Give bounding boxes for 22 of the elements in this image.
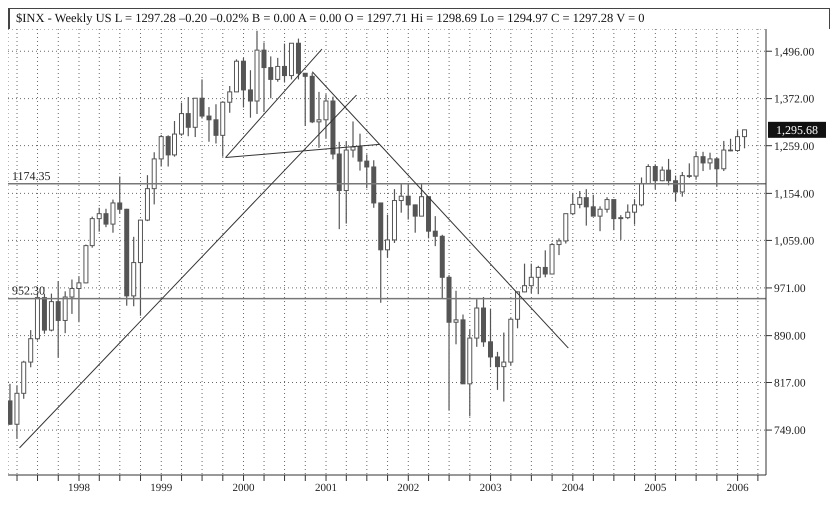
x-tick-label: 2000: [232, 482, 256, 494]
y-tick-label: 1,154.00: [774, 188, 814, 200]
y-tick-label: 1,059.00: [774, 236, 814, 248]
x-tick-label: 2001: [315, 482, 338, 494]
y-tick-label: 890.00: [774, 330, 806, 343]
y-tick-label: 749.00: [774, 425, 806, 438]
y-tick-label: 817.00: [774, 378, 806, 390]
x-tick-label: 2005: [644, 482, 667, 494]
x-tick-label: 2003: [480, 482, 502, 494]
x-tick-label: 1998: [68, 482, 90, 494]
x-tick-label: 2004: [562, 482, 584, 494]
chart-title: $INX - Weekly US L = 1297.28 –0.20 –0.02% B = 0.00 A = 0.00 O = 1297.71 Hi = 1298.69 Lo = 1294.97 C = 1297.28 V = 0: [8, 8, 830, 29]
x-tick-label: 2006: [726, 482, 750, 494]
ref-line-label: 1174.35: [12, 168, 51, 183]
y-tick-label: 1,259.00: [774, 140, 814, 153]
x-tick-label: 2002: [397, 482, 420, 494]
y-tick-label: 1,496.00: [774, 46, 814, 58]
x-tick-label: 1999: [150, 482, 173, 494]
y-tick-label: 1,372.00: [774, 94, 814, 106]
ref-line-label: 952.30: [12, 284, 45, 298]
y-tick-label: 971.00: [774, 283, 806, 296]
text: 1,295.68: [776, 122, 818, 137]
